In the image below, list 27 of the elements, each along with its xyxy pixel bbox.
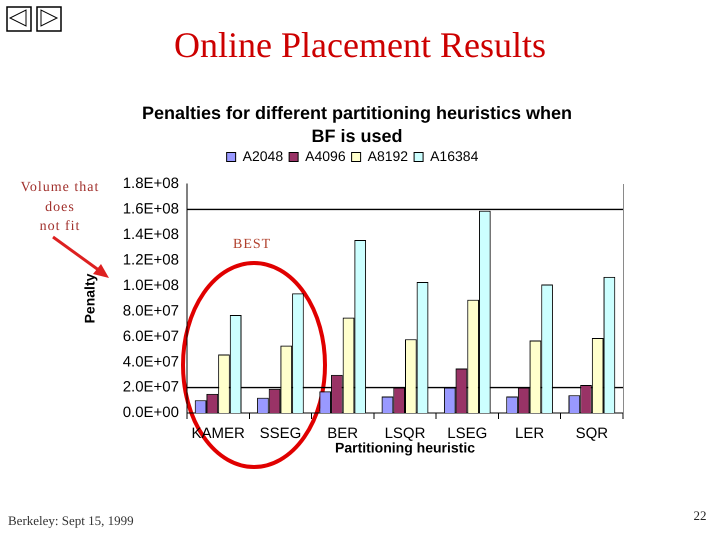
text: Berkeley: Sept 15, 1999: [8, 512, 135, 530]
y-tick-label: 6.0E+07: [122, 328, 179, 345]
text: 22: [692, 507, 708, 525]
x-tick-label: SQR: [576, 425, 608, 442]
legend-label: A16384: [430, 148, 479, 164]
y-tick-label: 1.6E+08: [122, 200, 179, 218]
y-tick-label: 4.0E+07: [122, 353, 179, 370]
x-tick-label: SSEG: [260, 425, 302, 442]
x-tick-label: LSQR: [384, 425, 426, 442]
annotation: BEST: [233, 236, 272, 254]
x-tick-label: BER: [327, 425, 358, 442]
y-tick-label: 1.8E+08: [122, 175, 179, 192]
x-tick-label: LER: [514, 425, 544, 442]
y-axis-title: Penalty: [81, 273, 98, 324]
y-tick-label: 8.0E+07: [122, 302, 179, 320]
legend-label: A2048: [242, 148, 284, 164]
y-tick-label: 2.0E+07: [122, 378, 179, 396]
chart-title: Online Placement Results: [173, 24, 547, 66]
legend-label: A8192: [368, 148, 408, 164]
y-tick-label: 1.4E+08: [122, 226, 179, 244]
y-tick-label: 1.2E+08: [122, 251, 179, 268]
text: Volume that does not fit: [20, 179, 100, 236]
x-tick-label: LSEG: [447, 425, 488, 442]
legend-label: A4096: [305, 148, 346, 164]
chart-subtitle: Penalties for different partitioning heuristics when BF is used: [140, 102, 574, 148]
y-tick-label: 0.0E+00: [122, 404, 179, 422]
y-tick-label: 1.0E+08: [122, 276, 179, 294]
